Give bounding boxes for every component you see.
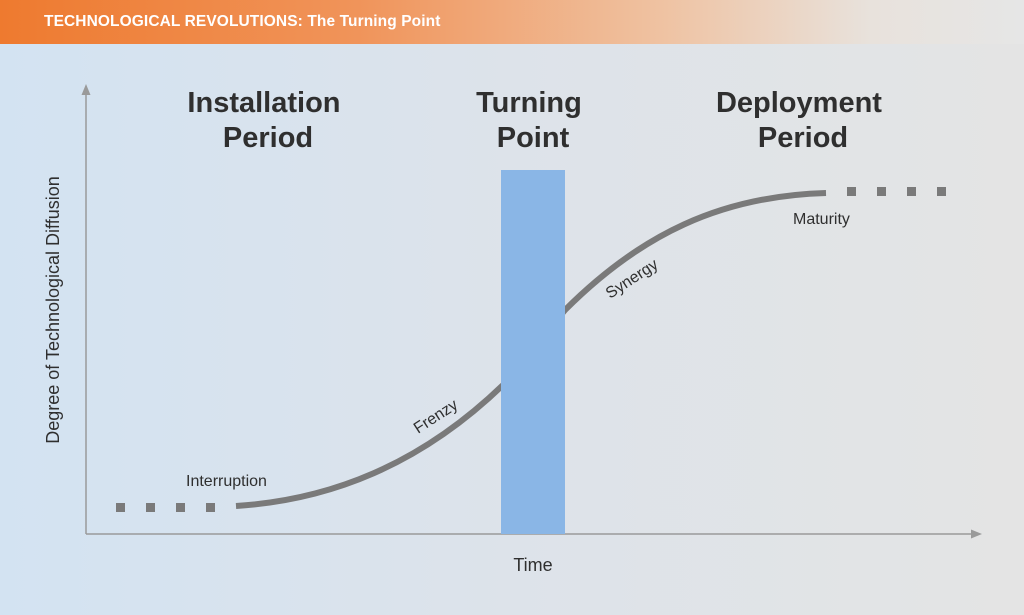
- synergy-label: Synergy: [603, 256, 661, 302]
- maturity-label: Maturity: [793, 211, 850, 228]
- x-axis-arrow-icon: [971, 529, 982, 539]
- header-title: TECHNOLOGICAL REVOLUTIONS: The Turning P…: [44, 13, 441, 30]
- x-axis-label: Time: [513, 555, 552, 575]
- deployment-period-label: Deployment Period: [716, 87, 890, 154]
- maturity-dotted-line: [847, 187, 946, 196]
- turning-point-label: Turning Point: [476, 87, 590, 154]
- interruption-dotted-line: [116, 503, 215, 512]
- installation-period-label: Installation Period: [187, 87, 348, 154]
- interruption-label: Interruption: [186, 473, 267, 490]
- frenzy-label: Frenzy: [411, 396, 461, 437]
- y-axis-label: Degree of Technological Diffusion: [43, 176, 63, 444]
- y-axis-arrow-icon: [81, 84, 91, 95]
- header-bar: TECHNOLOGICAL REVOLUTIONS: The Turning P…: [0, 0, 1024, 44]
- turning-point-bar: [501, 170, 565, 534]
